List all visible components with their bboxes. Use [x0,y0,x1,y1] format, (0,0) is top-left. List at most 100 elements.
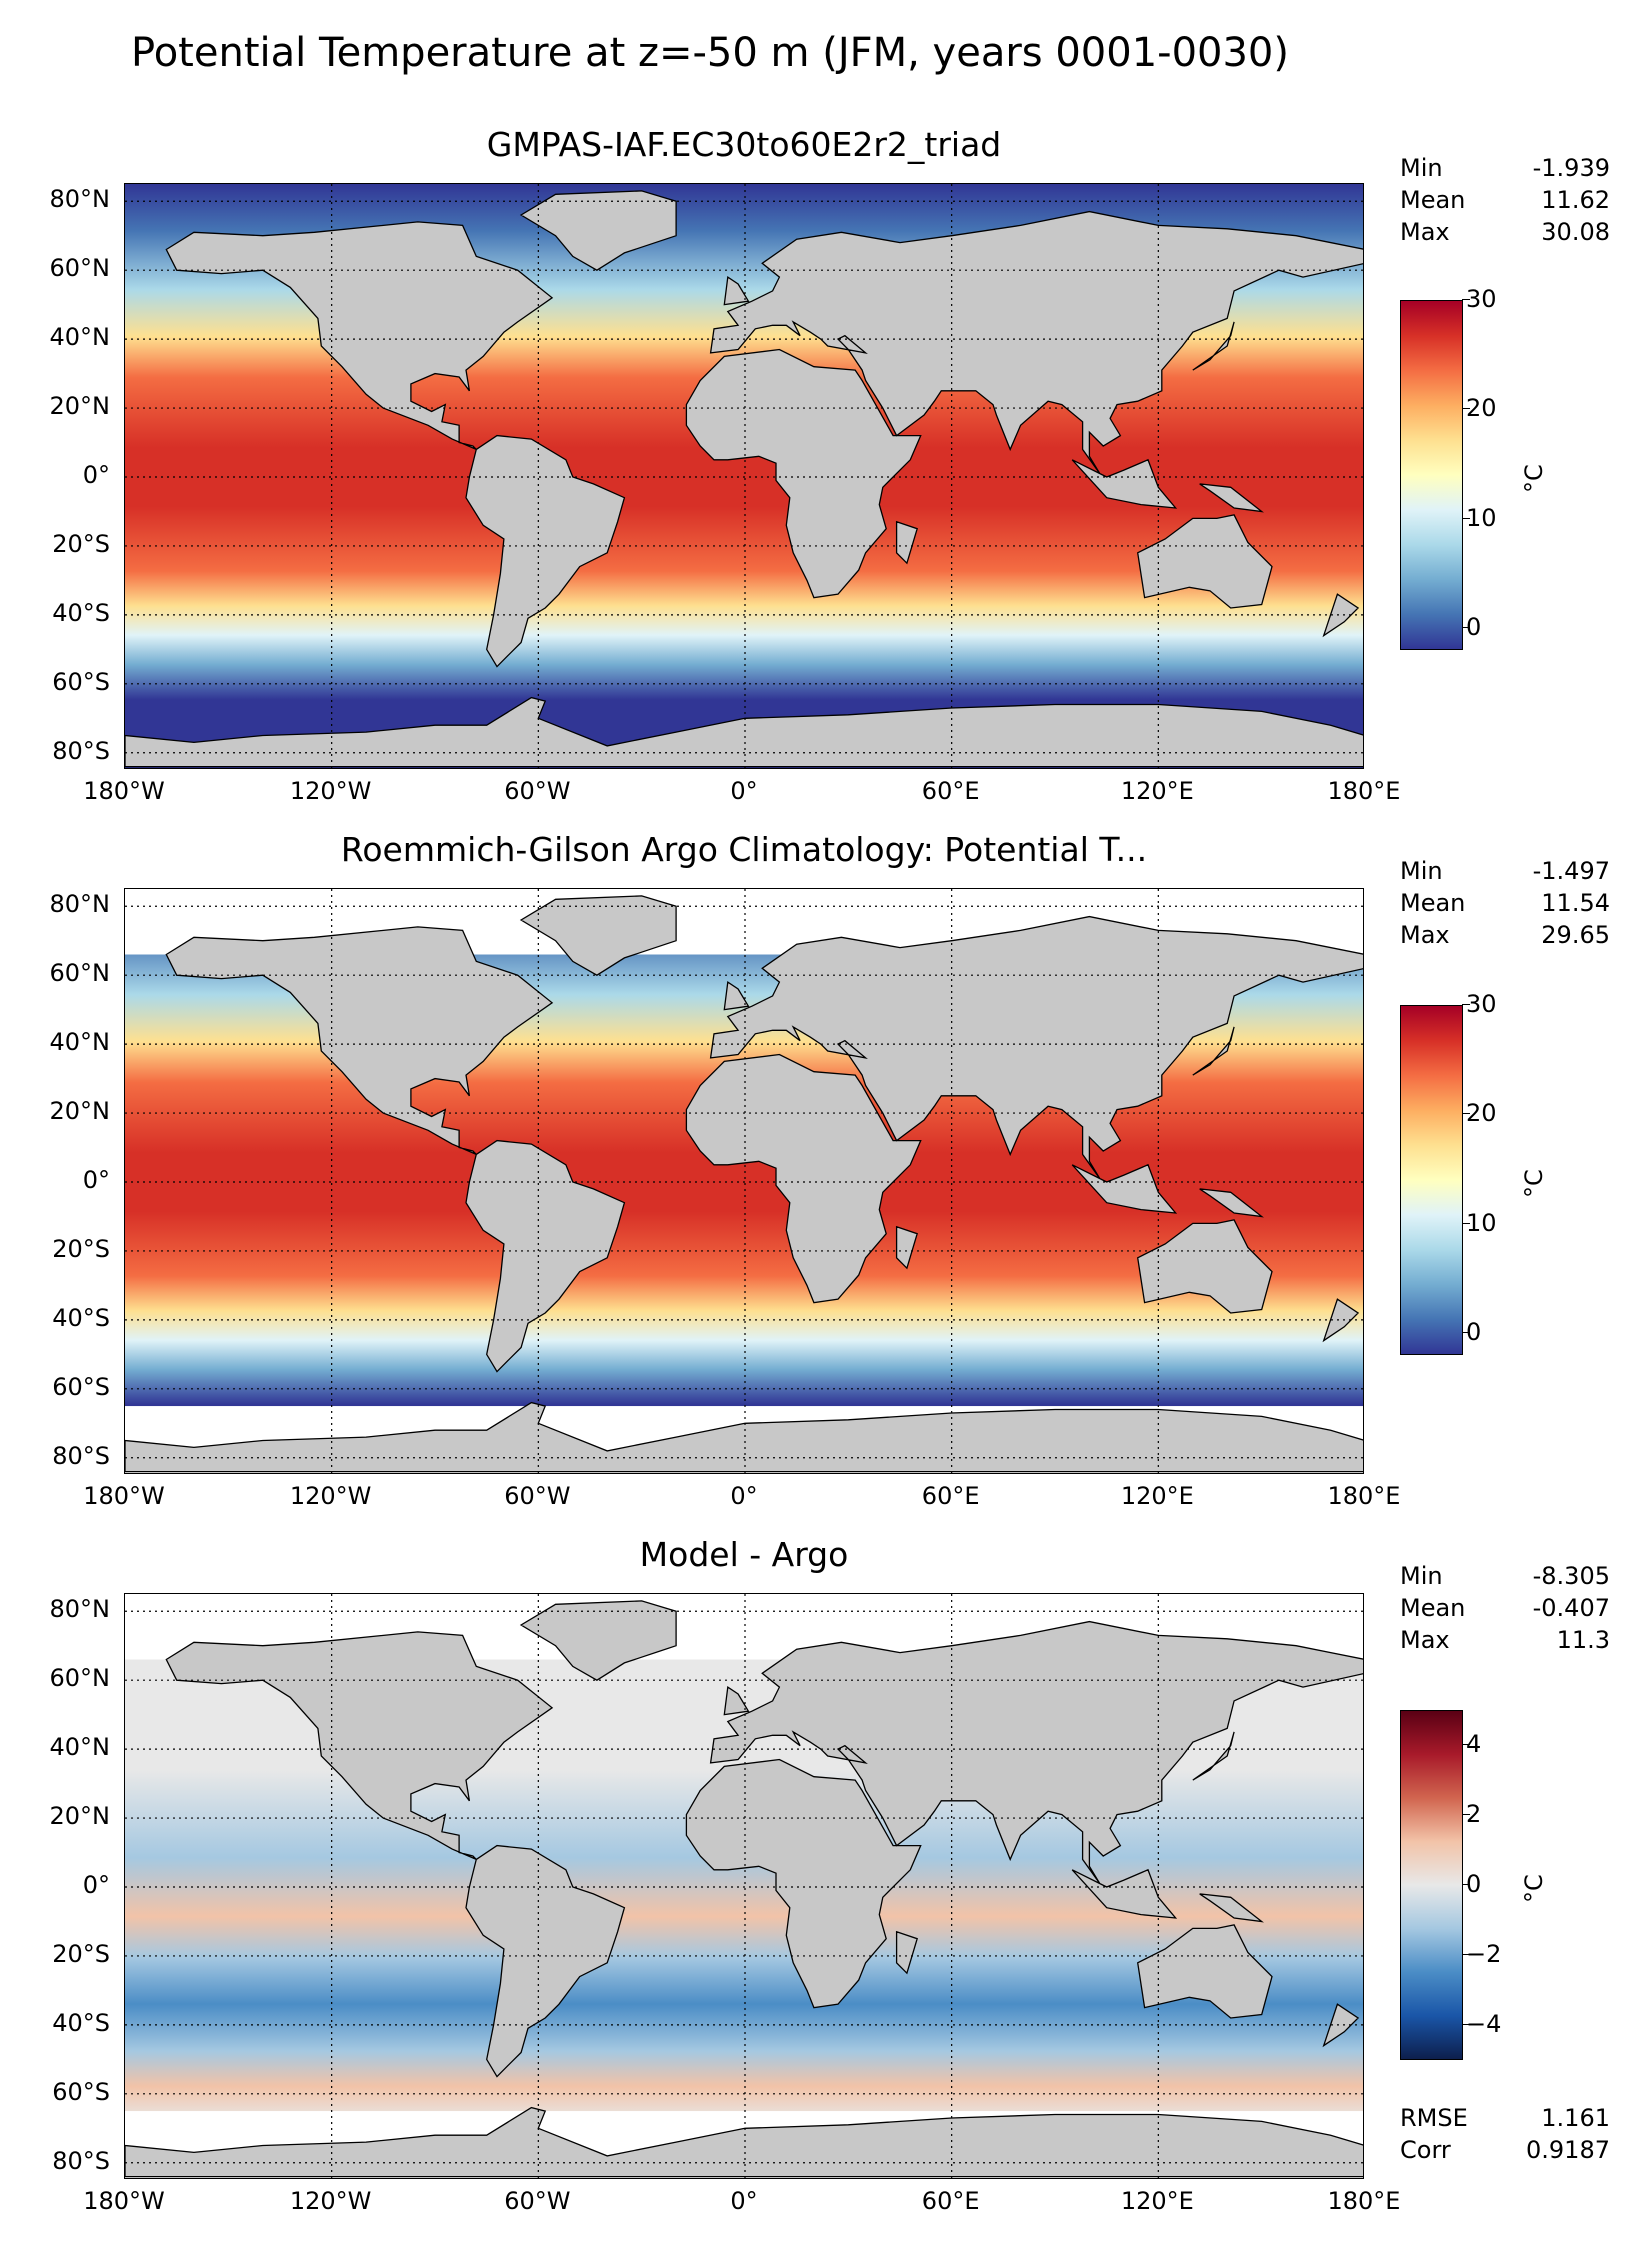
colorbar-tick-label: −2 [1461,1940,1502,1968]
lon-tick-label: 180°W [83,777,165,805]
colorbar-tick-label: 10 [1462,1208,1497,1237]
stat-row: Corr 0.9187 [1400,2134,1610,2166]
colorbar [1400,300,1463,650]
stat-label: Min [1400,857,1443,885]
stat-value: -8.305 [1532,1562,1610,1590]
panel-title: GMPAS-IAF.EC30to60E2r2_triad [486,125,1002,164]
lon-tick-label: 120°W [289,2187,372,2215]
lat-tick-label: 80°N [49,1595,111,1624]
stat-label: Mean [1400,186,1466,214]
lat-tick-label: 60°N [49,254,111,283]
colorbar-label: °C [1520,1874,1548,1903]
stat-row: Max 30.08 [1400,216,1610,248]
stat-label: Mean [1400,1594,1466,1622]
lat-tick-label: 0° [82,1166,110,1194]
lat-tick-label: 40°S [52,2008,110,2037]
lon-tick-label: 0° [730,1482,758,1510]
land-mask [125,190,1363,768]
lat-tick-label: 60°S [52,667,110,696]
stat-value: 30.08 [1541,218,1610,246]
lat-tick-label: 80°S [52,1441,110,1470]
lat-tick-label: 40°N [49,323,111,352]
lon-tick-label: 60°E [921,2187,980,2215]
colorbar-tick-label: 20 [1462,394,1497,423]
lon-tick-label: 180°E [1327,2187,1401,2215]
lon-tick-label: 120°W [289,1482,372,1510]
lon-tick-label: 180°E [1327,1482,1401,1510]
lon-tick-label: 60°W [504,2187,571,2215]
panel-stats: Min -1.497 Mean 11.54 Max 29.65 [1400,855,1610,951]
stat-row: Min -8.305 [1400,1560,1610,1592]
error-stats: RMSE 1.161 Corr 0.9187 [1400,2102,1610,2166]
colorbar [1400,1005,1463,1355]
stat-row: Min -1.939 [1400,152,1610,184]
stat-value: 11.54 [1541,889,1610,917]
lon-tick-label: 120°E [1120,2187,1194,2215]
stat-value: 11.3 [1556,1626,1610,1654]
lat-tick-label: 40°N [49,1733,111,1762]
colorbar-label: °C [1520,464,1548,493]
colorbar-tick-label: 30 [1462,285,1497,313]
lat-tick-label: 20°S [52,1234,110,1263]
stat-value: -0.407 [1532,1594,1610,1622]
colorbar-tick-label: 0 [1461,1870,1482,1898]
lon-tick-label: 60°E [921,777,980,805]
lat-tick-label: 20°N [49,392,111,421]
lat-tick-label: 60°S [52,1372,110,1401]
panel-title: Model - Argo [639,1535,849,1574]
stat-row: Min -1.497 [1400,855,1610,887]
lon-tick-label: 60°E [921,1482,980,1510]
colorbar-tick-label: 0 [1461,1318,1482,1347]
stat-label: Corr [1400,2136,1451,2164]
stat-row: RMSE 1.161 [1400,2102,1610,2134]
lat-tick-label: 40°S [52,598,110,627]
lat-tick-label: 20°S [52,529,110,558]
lat-tick-label: 40°S [52,1303,110,1332]
stat-value: 0.9187 [1526,2136,1610,2164]
land-mask [125,895,1363,1473]
stat-label: Mean [1400,889,1466,917]
panel-stats: Min -8.305 Mean -0.407 Max 11.3 [1400,1560,1610,1656]
panel-title: Roemmich-Gilson Argo Climatology: Potent… [340,830,1148,869]
lat-tick-label: 0° [82,461,110,489]
stat-value: -1.939 [1532,154,1610,182]
colorbar-tick-label: 4 [1461,1730,1482,1758]
stat-value: 1.161 [1541,2104,1610,2132]
colorbar-tick-label: −4 [1461,2010,1502,2038]
stat-label: Min [1400,154,1443,182]
stat-label: RMSE [1400,2104,1468,2132]
figure-title: Potential Temperature at z=-50 m (JFM, y… [131,30,1289,76]
colorbar-tick-label: 10 [1462,503,1497,532]
lat-tick-label: 80°N [49,890,111,919]
lat-tick-label: 80°N [49,185,111,214]
lat-tick-label: 60°S [52,2077,110,2106]
colorbar [1400,1710,1463,2060]
stat-label: Max [1400,218,1450,246]
stat-value: 29.65 [1541,921,1610,949]
stat-label: Max [1400,921,1450,949]
colorbar-tick-label: 20 [1462,1099,1497,1128]
lat-tick-label: 80°S [52,736,110,765]
stat-label: Min [1400,1562,1443,1590]
stat-row: Max 29.65 [1400,919,1610,951]
lon-tick-label: 60°W [504,777,571,805]
lon-tick-label: 180°W [83,2187,165,2215]
colorbar-tick-label: 0 [1461,613,1482,642]
colorbar-tick-label: 2 [1461,1800,1482,1828]
map-plot-area [124,888,1364,1474]
lat-tick-label: 20°N [49,1097,111,1126]
stat-row: Mean 11.54 [1400,887,1610,919]
lon-tick-label: 180°W [83,1482,165,1510]
lon-tick-label: 0° [730,2187,758,2215]
stat-value: -1.497 [1532,857,1610,885]
lat-tick-label: 0° [82,1871,110,1899]
lon-tick-label: 180°E [1327,777,1401,805]
lat-tick-label: 40°N [49,1028,111,1057]
map-plot-area [124,1593,1364,2179]
colorbar-tick-label: 30 [1462,990,1497,1018]
map-plot-area [124,183,1364,769]
stat-row: Max 11.3 [1400,1624,1610,1656]
lon-tick-label: 120°E [1120,1482,1194,1510]
lon-tick-label: 120°E [1120,777,1194,805]
lat-tick-label: 60°N [49,959,111,988]
